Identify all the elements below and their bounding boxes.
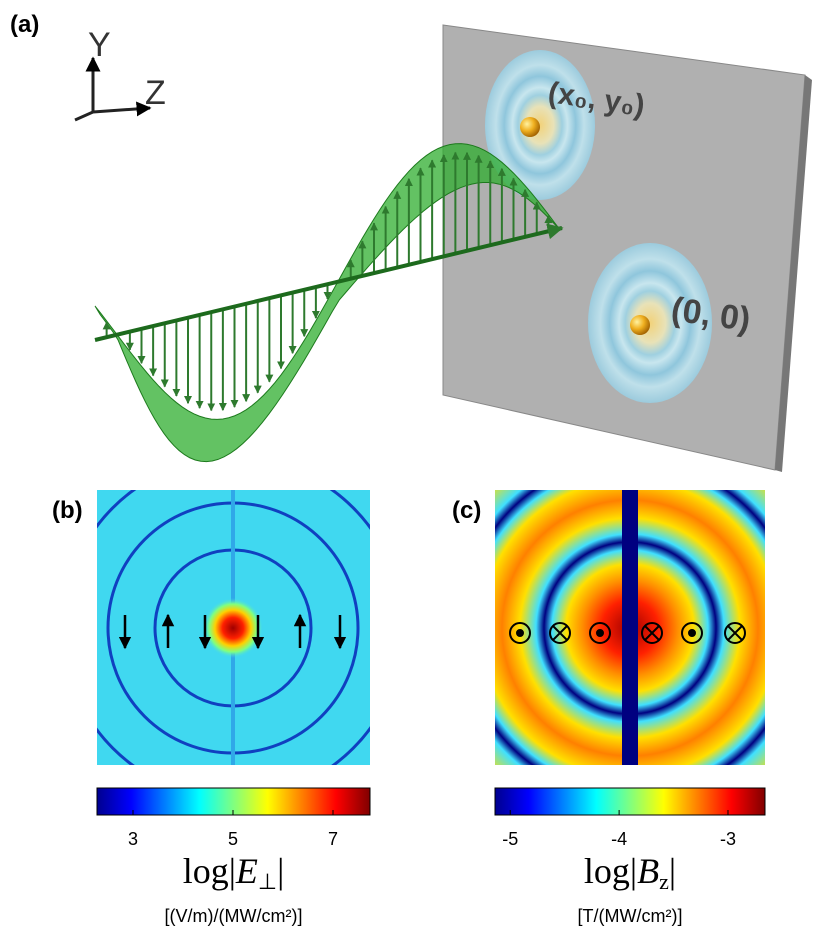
axis-triad (75, 58, 150, 120)
field-map (495, 490, 765, 765)
colorbar (495, 788, 765, 815)
figure: (a) Y Z (x₀, y₀) (0, 0) (b) (c) 357log|E… (0, 0, 823, 935)
colorbar-tick-label: -5 (502, 829, 518, 849)
title-part: | (669, 851, 676, 891)
field-map (63, 458, 403, 798)
atom (630, 315, 650, 335)
colorbar-title: log|E⊥| (183, 851, 285, 894)
panel-label: (b) (52, 497, 83, 524)
colorbar-unit: [T/(MW/cm²)] (578, 906, 683, 926)
title-part: z (659, 869, 669, 894)
title-part: B (637, 851, 659, 891)
title-part: log| (584, 851, 637, 891)
axis-label: Y (88, 26, 111, 64)
atom (520, 117, 540, 137)
colorbar-unit: [(V/m)/(MW/cm²)] (165, 906, 303, 926)
title-part: log| (183, 851, 236, 891)
panel-label: (a) (10, 11, 39, 38)
colorbar-tick-label: 3 (128, 829, 138, 849)
title-part: ⊥ (258, 869, 277, 894)
title-part: E (235, 851, 258, 891)
colorbar-tick-label: 5 (228, 829, 238, 849)
panel-label: (c) (452, 497, 481, 524)
title-part: | (277, 851, 284, 891)
colorbar-tick-label: 7 (328, 829, 338, 849)
colorbar-tick-label: -3 (720, 829, 736, 849)
axis-label: Z (145, 74, 166, 112)
colorbar-title: log|Bz| (584, 851, 676, 894)
colorbar-tick-label: -4 (611, 829, 627, 849)
